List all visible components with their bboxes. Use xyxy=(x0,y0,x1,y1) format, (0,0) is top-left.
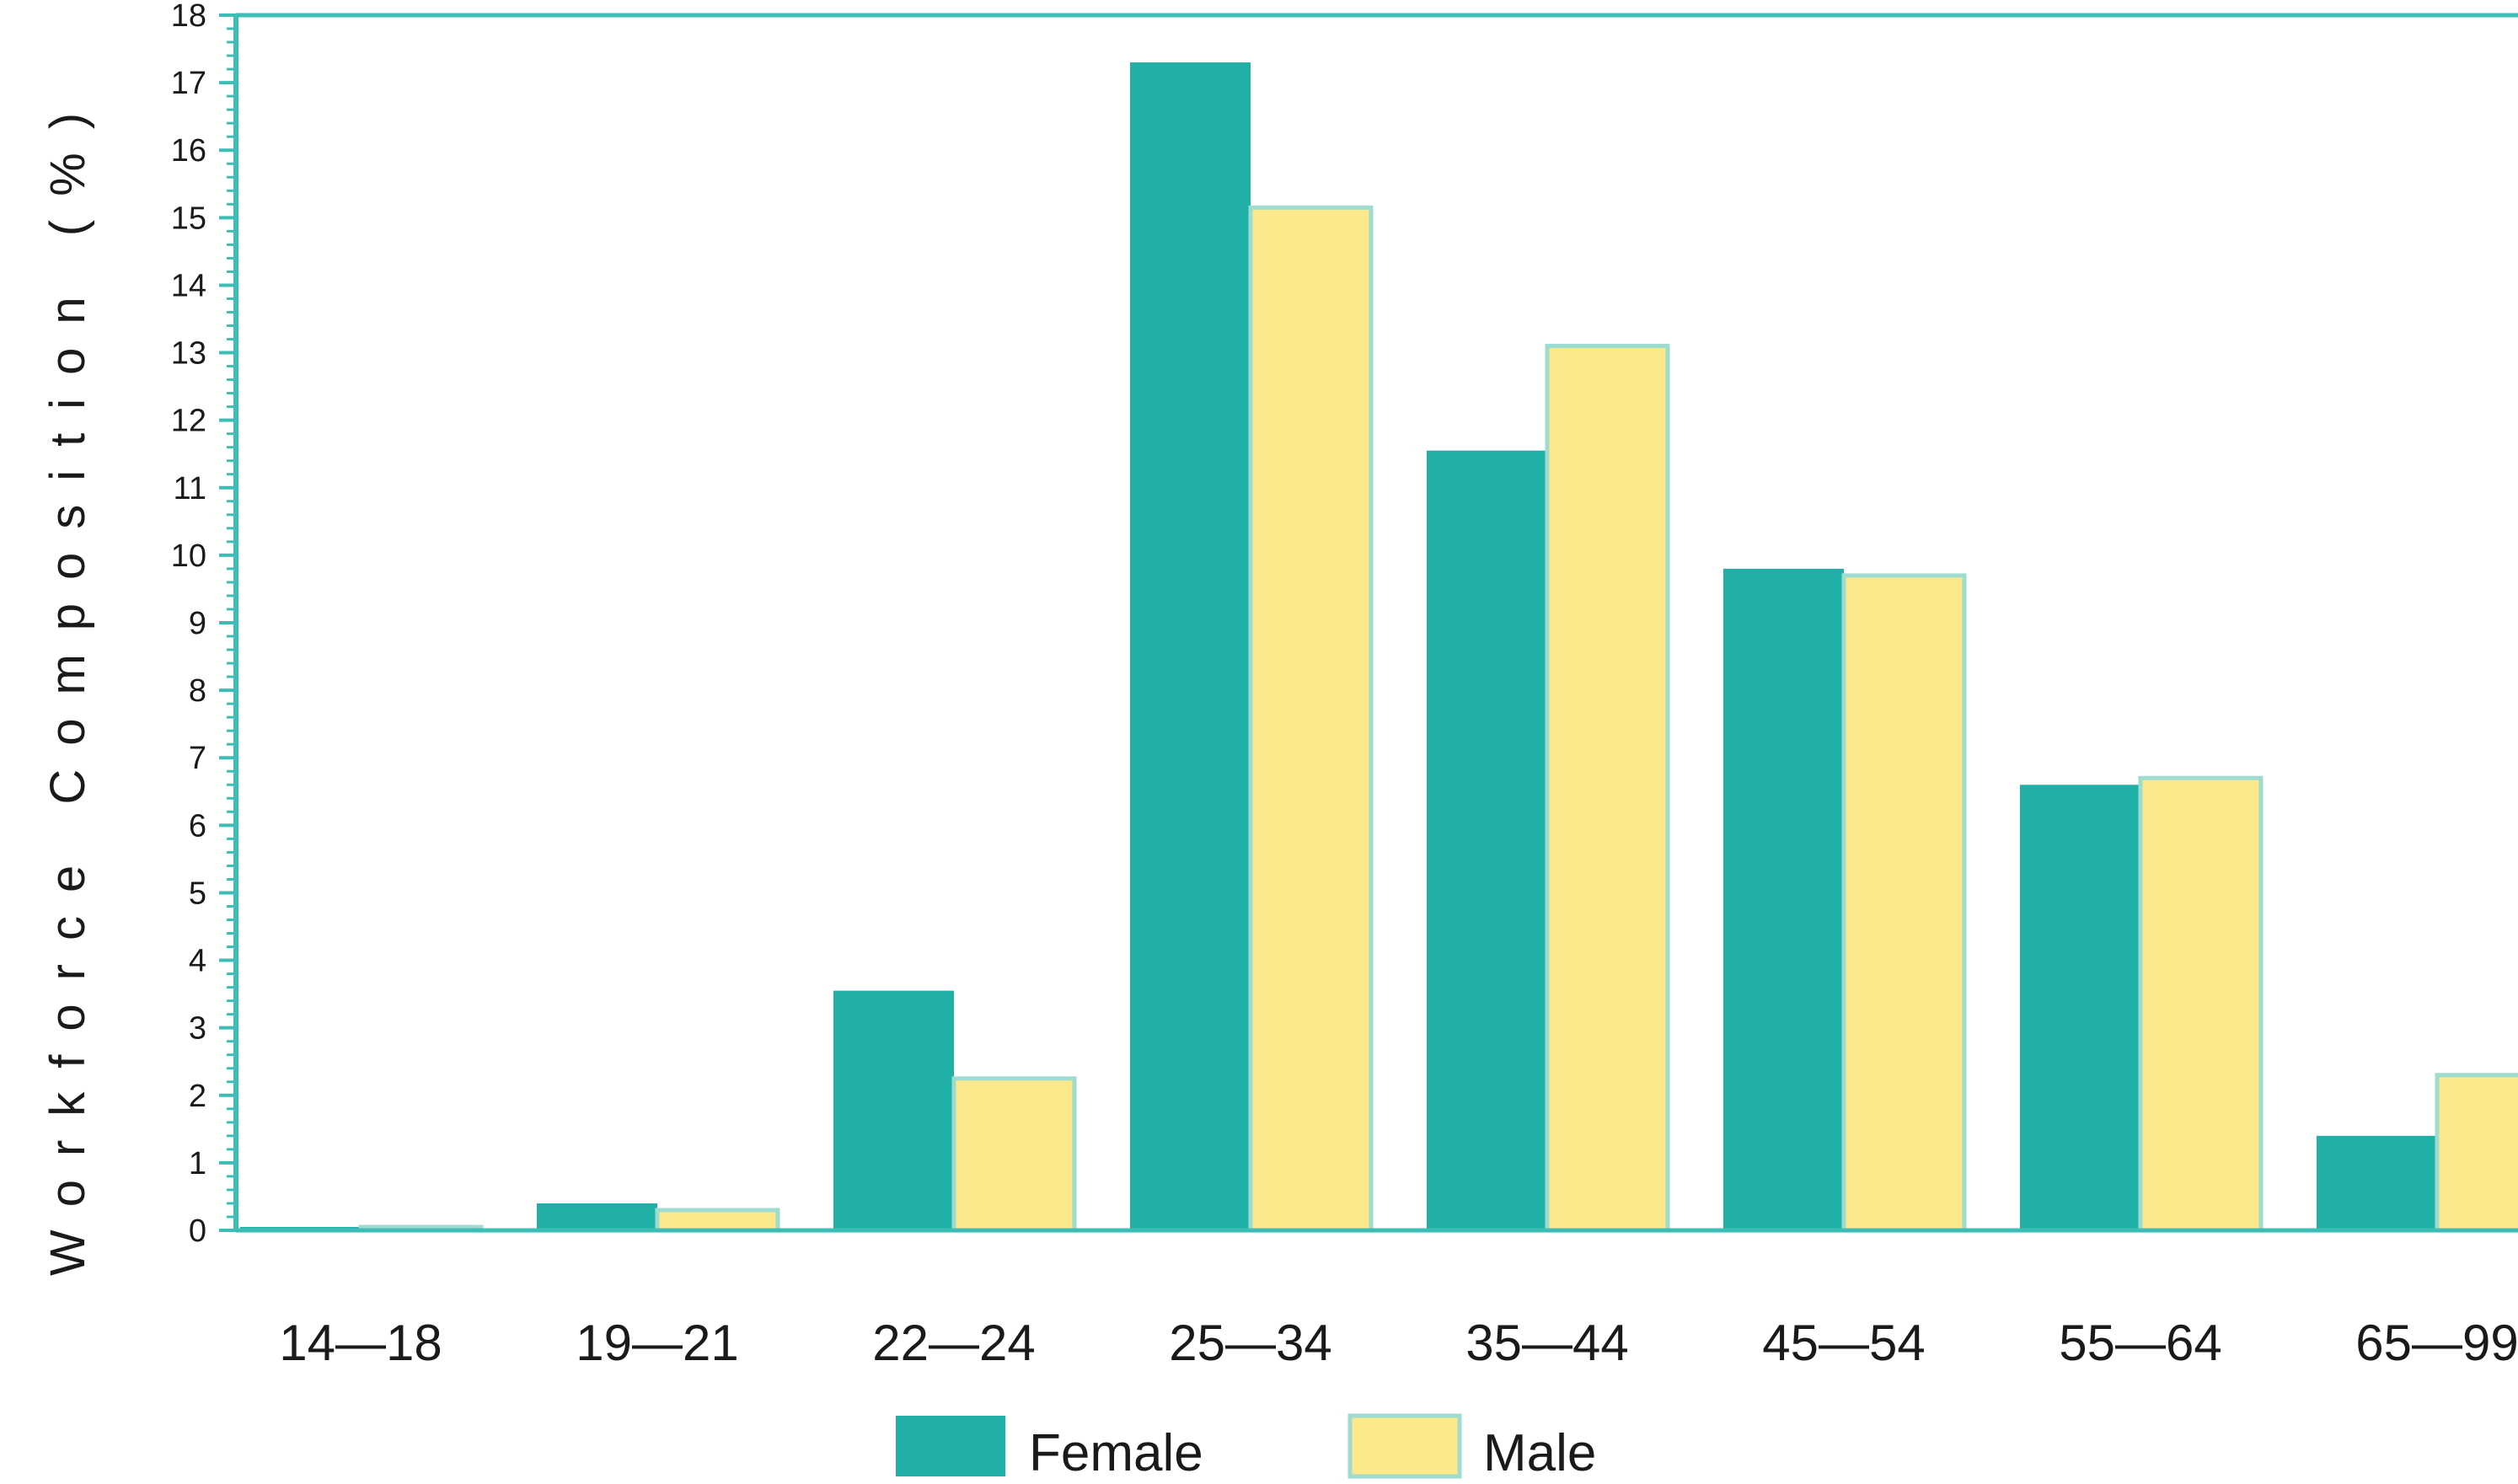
x-tick-label: 19—21 xyxy=(576,1315,738,1371)
y-tick-label: 11 xyxy=(174,471,206,506)
y-tick-label: 5 xyxy=(189,876,206,911)
bar-male-2 xyxy=(655,1208,780,1233)
bar-female-6 xyxy=(1723,568,1844,1230)
bar-female-5 xyxy=(1427,450,1547,1230)
y-tick-label: 10 xyxy=(171,538,206,574)
y-tick-label: 2 xyxy=(189,1079,206,1114)
y-tick-label: 1 xyxy=(189,1146,206,1181)
y-tick-label: 13 xyxy=(171,336,206,372)
bar-male-8 xyxy=(2435,1073,2518,1233)
y-tick-label: 12 xyxy=(171,404,206,439)
y-tick-label: 6 xyxy=(189,808,206,844)
x-tick-label: 45—54 xyxy=(1762,1315,1925,1371)
legend-label-male: Male xyxy=(1483,1424,1596,1482)
y-tick-label: 15 xyxy=(171,201,206,236)
x-tick-label: 25—34 xyxy=(1169,1315,1331,1371)
y-tick-label: 7 xyxy=(189,741,206,776)
x-axis: 14—18 19—21 22—24 25—34 35—44 45—54 55—64 65—99 xyxy=(236,1228,2518,1371)
x-tick-label: 65—99 xyxy=(2355,1315,2518,1371)
legend-swatch-female xyxy=(896,1416,1005,1476)
bar-female-2 xyxy=(537,1203,657,1230)
bar-female-4 xyxy=(1130,62,1251,1231)
bar-male-6 xyxy=(1841,573,1967,1233)
y-tick-label: 9 xyxy=(189,606,206,641)
legend: Female Male xyxy=(896,1413,1596,1482)
bar-male-7 xyxy=(2138,775,2264,1233)
bar-male-3 xyxy=(951,1076,1077,1233)
x-tick-label: 14—18 xyxy=(279,1315,442,1371)
y-tick-label: 4 xyxy=(189,944,206,979)
bar-male-5 xyxy=(1545,344,1670,1233)
y-tick-label: 16 xyxy=(171,133,206,169)
x-tick-label: 22—24 xyxy=(872,1315,1035,1371)
legend-label-female: Female xyxy=(1029,1424,1203,1482)
x-tick-label: 55—64 xyxy=(2059,1315,2221,1371)
bars xyxy=(240,62,2518,1233)
y-axis-label: Workforce Composition (%) xyxy=(40,89,95,1276)
bar-female-8 xyxy=(2317,1135,2437,1230)
y-tick-label: 8 xyxy=(189,673,206,709)
legend-swatch-male xyxy=(1347,1413,1462,1479)
bar-female-7 xyxy=(2020,785,2140,1230)
y-tick-label: 14 xyxy=(171,268,206,303)
bar-female-3 xyxy=(833,990,954,1230)
x-tick-label: 35—44 xyxy=(1465,1315,1628,1371)
y-tick-label: 18 xyxy=(171,0,206,34)
y-tick-label: 17 xyxy=(171,66,206,101)
bar-male-4 xyxy=(1248,205,1374,1233)
y-tick-label: 0 xyxy=(189,1213,206,1249)
y-tick-label: 3 xyxy=(189,1011,206,1047)
